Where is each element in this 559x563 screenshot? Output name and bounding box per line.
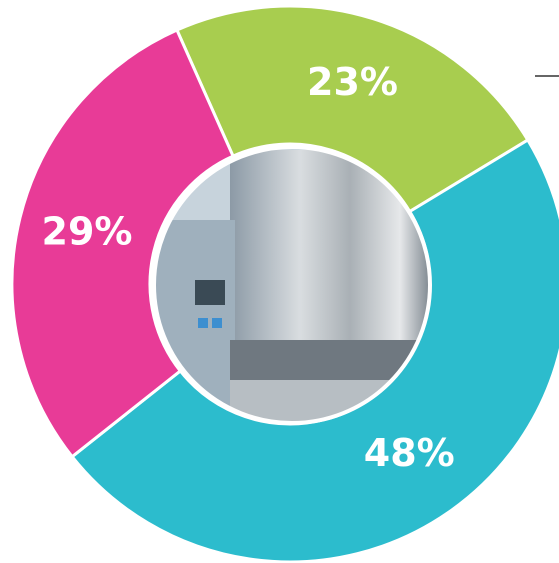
hole-border xyxy=(152,145,432,425)
value-label: 48% xyxy=(364,431,455,475)
slice xyxy=(10,28,236,459)
value-label: 23% xyxy=(307,60,398,104)
slice xyxy=(174,4,530,214)
value-label: 29% xyxy=(42,210,133,254)
slices xyxy=(10,4,559,563)
